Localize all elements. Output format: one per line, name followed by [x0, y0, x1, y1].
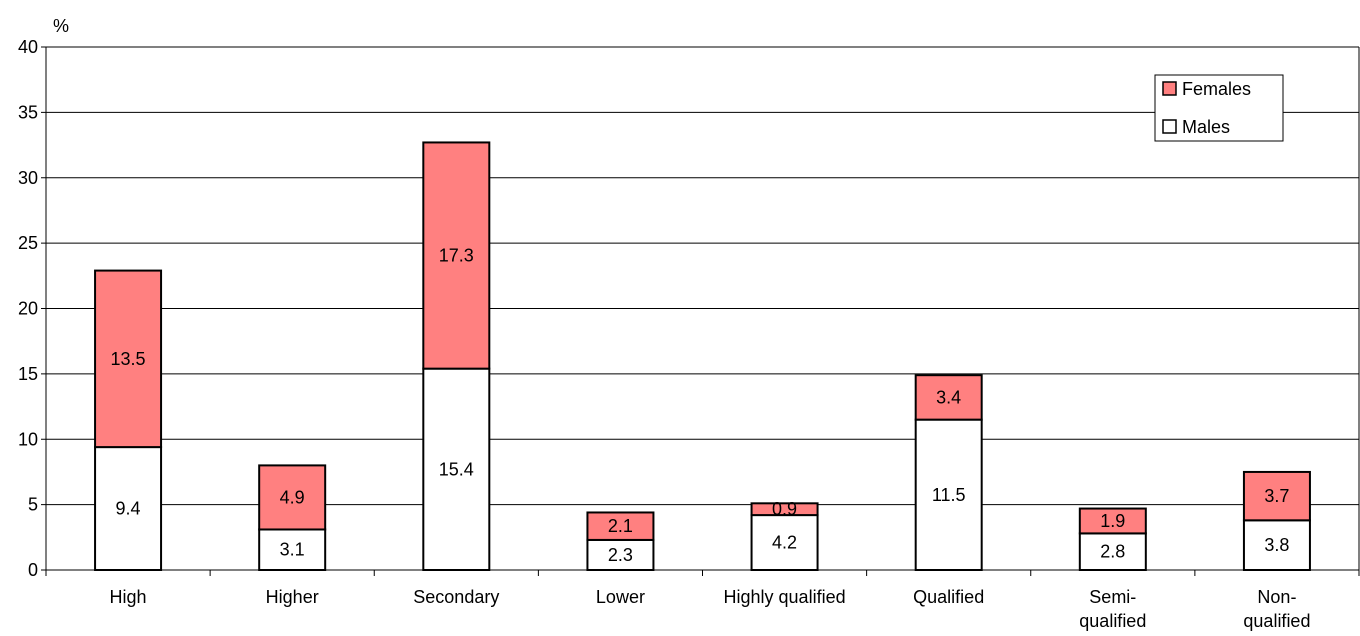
- data-label-females: 4.9: [280, 487, 305, 507]
- x-tick-label: Lower: [596, 587, 645, 607]
- data-label-females: 13.5: [111, 349, 146, 369]
- data-label-females: 3.7: [1264, 486, 1289, 506]
- data-label-males: 4.2: [772, 533, 797, 553]
- bar-segment-males: [586, 538, 655, 571]
- y-axis-unit-label: %: [53, 16, 69, 36]
- x-tick-label: High: [110, 587, 147, 607]
- legend-label-males: Males: [1182, 117, 1230, 137]
- legend-swatch-males: [1162, 119, 1177, 134]
- bar-segment-females: [1078, 507, 1147, 535]
- bar-segment-males: [750, 514, 819, 572]
- x-tick-label: Highly qualified: [724, 587, 846, 607]
- y-tick-label: 40: [18, 37, 38, 57]
- data-label-males: 9.4: [116, 499, 141, 519]
- y-tick-label: 10: [18, 429, 38, 449]
- data-label-males: 3.8: [1264, 535, 1289, 555]
- bar-segment-females: [586, 511, 655, 541]
- data-label-males: 3.1: [280, 540, 305, 560]
- x-tick-label: qualified: [1079, 611, 1146, 631]
- x-tick-label: Semi-: [1089, 587, 1136, 607]
- x-tick-label: Secondary: [413, 587, 499, 607]
- bar-segment-females: [914, 374, 983, 421]
- bar-segment-males: [94, 446, 163, 571]
- y-tick-label: 15: [18, 364, 38, 384]
- legend-swatch-females: [1162, 81, 1177, 96]
- legend-label-females: Females: [1182, 79, 1251, 99]
- y-tick-label: 30: [18, 168, 38, 188]
- data-label-males: 11.5: [932, 485, 966, 505]
- data-label-females: 3.4: [936, 387, 961, 407]
- y-tick-label: 5: [28, 495, 38, 515]
- bar-segment-males: [422, 367, 491, 571]
- bars: 9.4 13.5 3.1 4.9 15.4 17.3 2.3 2.1 4.2 0.9 11.5 3.4…: [94, 141, 1311, 572]
- bar-segment-females: [422, 141, 491, 370]
- data-label-females: 17.3: [439, 246, 474, 266]
- data-label-females: 2.1: [608, 516, 633, 536]
- bar-segment-males: [1078, 532, 1147, 572]
- bar-segment-females: [94, 269, 163, 449]
- legend: Females Males: [1154, 74, 1284, 142]
- bar-segment-females: [258, 464, 327, 531]
- y-tick-labels: 0 5 10 15 20 25 30 35 40: [18, 37, 46, 580]
- bar-segment-females: [750, 502, 819, 517]
- x-tick-label: qualified: [1243, 611, 1310, 631]
- y-tick-label: 0: [28, 560, 38, 580]
- bar-segment-males: [914, 418, 983, 572]
- data-label-males: 2.8: [1100, 542, 1125, 562]
- bar-segment-males: [1242, 519, 1311, 572]
- y-tick-label: 20: [18, 299, 38, 319]
- x-tick-labels: High Higher Secondary Lower Highly qualified…: [110, 587, 1311, 631]
- bar-segment-males: [258, 528, 327, 572]
- data-label-males: 15.4: [439, 459, 474, 479]
- bar-segment-females: [1242, 470, 1311, 522]
- x-tick-label: Higher: [266, 587, 319, 607]
- data-label-males: 2.3: [608, 545, 633, 565]
- gridlines: [46, 46, 1359, 506]
- data-label-females: 0.9: [772, 499, 797, 519]
- y-tick-label: 35: [18, 102, 38, 122]
- x-tick-label: Qualified: [913, 587, 984, 607]
- y-tick-label: 25: [18, 233, 38, 253]
- data-label-females: 1.9: [1100, 511, 1125, 531]
- x-tick-label: Non-: [1257, 587, 1296, 607]
